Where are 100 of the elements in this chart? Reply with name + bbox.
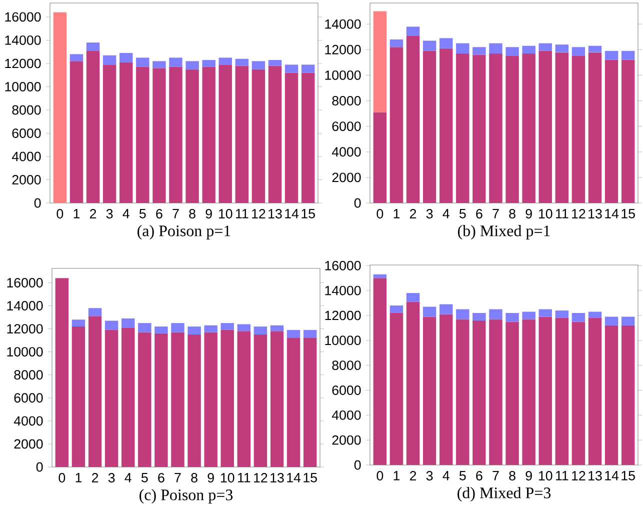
y-tick-label: 10000 <box>5 82 41 92</box>
bar <box>572 322 586 465</box>
bar <box>270 331 284 467</box>
bar <box>188 334 201 467</box>
bar <box>390 312 404 465</box>
bar <box>254 326 268 335</box>
bar <box>268 66 282 203</box>
x-tick-label: 8 <box>509 209 516 218</box>
x-tick-label: 13 <box>588 471 602 480</box>
bar <box>604 325 618 465</box>
bar <box>555 52 569 203</box>
x-tick-label: 12 <box>572 209 586 218</box>
bar <box>522 312 536 320</box>
x-tick-label: 5 <box>141 473 148 482</box>
x-tick-label: 10 <box>538 471 552 480</box>
bar <box>235 58 249 66</box>
bar <box>406 302 420 465</box>
bar <box>522 46 536 54</box>
x-tick-label: 5 <box>459 209 466 218</box>
bar <box>284 64 298 73</box>
x-tick-label: 2 <box>90 209 96 218</box>
bar <box>154 326 168 334</box>
y-tick-label: 14000 <box>325 286 361 296</box>
bar <box>555 44 569 52</box>
bar <box>70 61 84 203</box>
bar <box>286 338 300 467</box>
bar <box>72 326 86 467</box>
bar <box>390 305 404 313</box>
y-tick-label: 0 <box>36 462 43 472</box>
bar <box>538 43 552 51</box>
x-tick-label: 0 <box>58 473 66 482</box>
bar <box>55 278 69 467</box>
x-tick-label: 1 <box>394 209 400 218</box>
y-tick-label: 8000 <box>14 370 43 380</box>
y-tick-label: 2000 <box>14 439 43 449</box>
bar <box>373 11 387 112</box>
bar <box>373 112 387 203</box>
bar <box>472 320 486 465</box>
bar <box>138 323 152 332</box>
bar <box>572 47 586 56</box>
bar <box>456 309 470 320</box>
x-tick-label: 12 <box>252 209 266 218</box>
bar <box>237 331 251 467</box>
x-tick-label: 6 <box>476 209 482 218</box>
bar <box>188 326 201 335</box>
bar <box>53 12 67 203</box>
x-tick-label: 11 <box>236 209 248 218</box>
bar <box>489 309 502 320</box>
bar <box>218 64 232 203</box>
y-tick-label: 14000 <box>5 35 41 45</box>
bar <box>604 60 618 203</box>
x-tick-label: 3 <box>426 471 433 480</box>
x-tick-label: 12 <box>254 473 268 482</box>
bar <box>522 319 536 465</box>
bar <box>572 312 586 322</box>
x-tick-label: 3 <box>108 473 115 482</box>
y-tick-label: 12000 <box>325 310 361 320</box>
bar <box>538 316 552 465</box>
bar <box>104 330 118 467</box>
y-tick-label: 2000 <box>12 175 41 184</box>
x-tick-label: 7 <box>492 209 499 218</box>
bar <box>204 332 218 467</box>
x-tick-label: 4 <box>122 209 130 218</box>
bar <box>472 47 486 55</box>
bar <box>572 56 586 203</box>
bar <box>604 50 618 60</box>
x-tick-label: 13 <box>270 473 284 482</box>
bar <box>439 314 453 465</box>
y-tick-label: 8000 <box>332 96 361 106</box>
bar <box>522 53 536 203</box>
x-tick-label: 5 <box>139 209 146 218</box>
bar <box>588 52 602 203</box>
bar <box>588 46 602 52</box>
y-tick-label: 6000 <box>12 128 41 138</box>
x-tick-label: 9 <box>526 209 532 218</box>
x-tick-label: 2 <box>410 209 416 218</box>
x-tick-label: 11 <box>556 209 568 218</box>
x-tick-label: 14 <box>605 471 619 480</box>
x-tick-label: 8 <box>191 473 198 482</box>
x-tick-label: 1 <box>394 471 400 480</box>
x-tick-label: 9 <box>208 473 214 482</box>
bar <box>169 58 182 67</box>
y-tick-label: 6000 <box>332 122 361 132</box>
y-tick-label: 8000 <box>12 105 41 115</box>
x-tick-label: 4 <box>124 473 132 482</box>
x-tick-label: 10 <box>538 209 552 218</box>
bar <box>506 312 519 322</box>
x-tick-label: 8 <box>509 471 516 480</box>
bar <box>456 43 470 54</box>
bar <box>439 48 453 203</box>
y-tick-label: 0 <box>354 460 361 470</box>
y-tick-label: 0 <box>354 198 361 208</box>
bar <box>186 61 199 70</box>
x-tick-label: 11 <box>556 471 568 480</box>
bar <box>555 318 569 465</box>
bar <box>621 325 635 465</box>
bar <box>506 322 519 465</box>
text: (c) Poison p=3 <box>140 489 233 504</box>
bar <box>138 332 152 467</box>
bar <box>390 47 404 203</box>
